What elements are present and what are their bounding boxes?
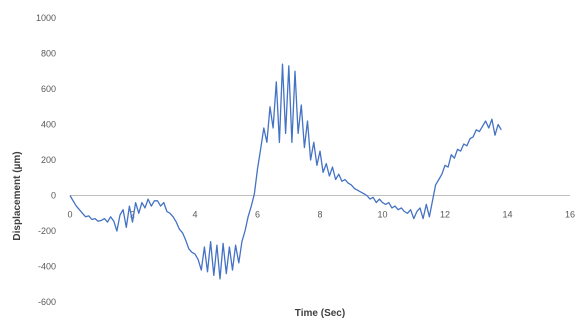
y-tick-label: 0: [51, 191, 56, 201]
y-tick-label: -400: [38, 262, 56, 272]
series-layer: [69, 63, 502, 280]
y-tick-label: 600: [41, 84, 56, 94]
y-tick-label: -600: [38, 297, 56, 307]
y-axis-title: Displacement (µm): [12, 151, 23, 240]
x-axis-title: Time (Sec): [295, 308, 345, 319]
y-tick-label: 400: [41, 120, 56, 130]
y-tick-label: -200: [38, 226, 56, 236]
x-tick-label: 10: [377, 210, 387, 220]
y-tick-label: 1000: [36, 13, 56, 23]
y-axis-ticks: -600 -400 -200 0 200 400 600 800 1000: [36, 13, 56, 307]
x-tick-label: 4: [192, 210, 197, 220]
x-tick-label: 16: [565, 210, 575, 220]
x-axis-ticks: 0 2 4 6 8 10 12 14 16: [67, 210, 575, 220]
x-tick-label: 0: [67, 210, 72, 220]
x-tick-label: 6: [255, 210, 260, 220]
y-tick-label: 200: [41, 155, 56, 165]
x-tick-label: 8: [317, 210, 322, 220]
x-tick-label: 12: [440, 210, 450, 220]
y-tick-label: 800: [41, 49, 56, 59]
x-tick-label: 14: [502, 210, 512, 220]
series-line: [69, 63, 502, 280]
x-tick-label: 2: [130, 210, 135, 220]
